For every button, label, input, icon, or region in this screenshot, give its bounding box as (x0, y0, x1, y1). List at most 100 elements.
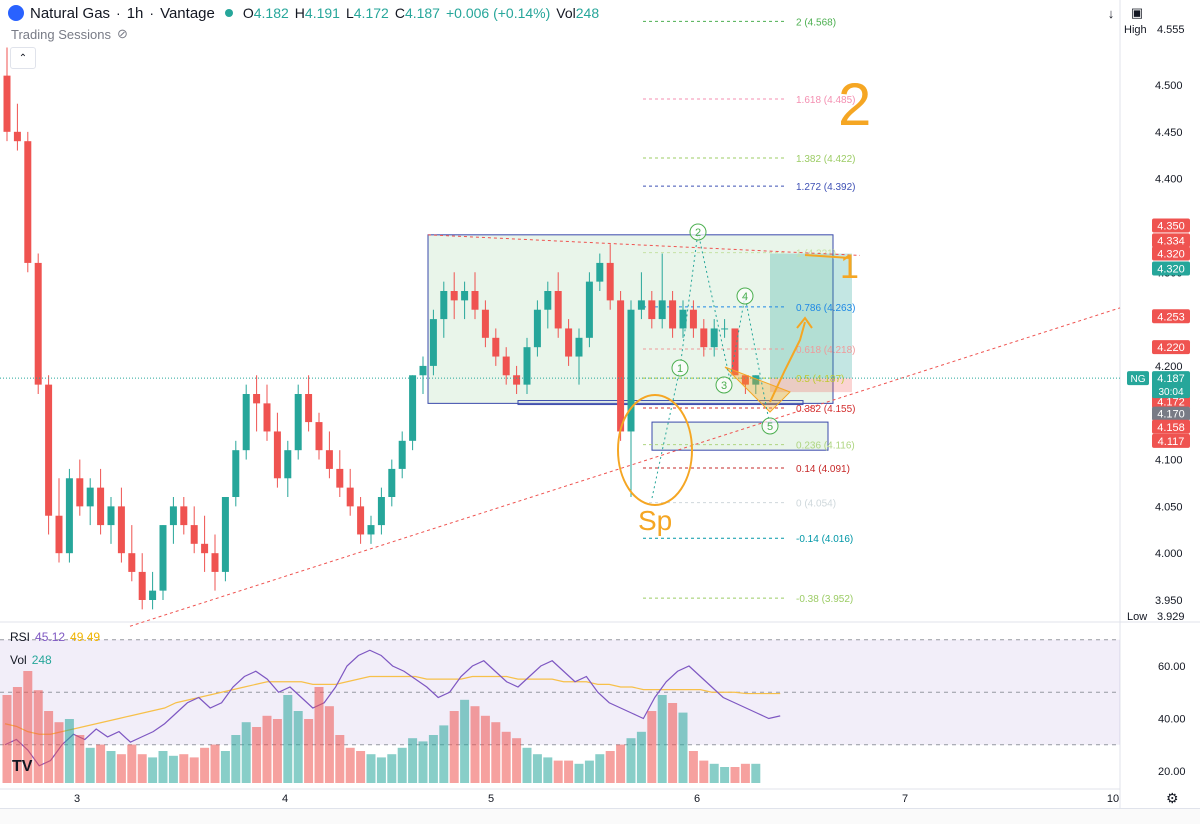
market-status-icon (224, 9, 233, 17)
volume-bar (595, 754, 605, 783)
time-tick-label: 4 (282, 793, 288, 805)
candle-body (284, 450, 292, 479)
support-box (517, 400, 804, 406)
symbol-icon (8, 5, 24, 21)
tradingview-logo[interactable]: TV (12, 758, 33, 775)
fib-level-label: 0.618 (4.218) (796, 345, 856, 356)
settings-gear-icon[interactable]: ⚙ (1166, 790, 1179, 806)
candle-body (481, 309, 489, 338)
volume-bar (387, 754, 397, 783)
interval-label[interactable]: 1h (126, 4, 144, 22)
candle-body (637, 300, 645, 310)
candle-body (533, 309, 541, 348)
collapse-chevron-icon[interactable]: ⌃ (10, 47, 36, 69)
price-tick-label: 4.400 (1155, 174, 1183, 186)
wave-label: 4 (742, 291, 748, 303)
volume-bar (460, 699, 470, 783)
candle-body (544, 291, 552, 310)
candle-body (65, 478, 73, 554)
elliott-wave-path (651, 231, 771, 499)
volume-bar (23, 671, 33, 783)
sp-ellipse (617, 394, 693, 506)
symbol-name[interactable]: Natural Gas (30, 4, 111, 22)
candle-body (752, 375, 760, 385)
eye-off-icon[interactable]: ⊘ (116, 26, 128, 41)
rsi-tick-label: 60.00 (1158, 661, 1186, 673)
candle-body (409, 375, 417, 441)
candle-body (554, 291, 562, 329)
candle-body (658, 300, 666, 320)
candle-body (450, 291, 458, 301)
price-tag-label: 4.172 (1157, 396, 1185, 408)
price-tick-label: 4.000 (1155, 548, 1183, 560)
volume-bar (75, 735, 85, 783)
candle-body (669, 300, 677, 329)
candle-body (325, 450, 333, 469)
volume-bar (584, 760, 594, 783)
trading-sessions-indicator[interactable]: Trading Sessions ⊘ (11, 26, 128, 42)
volume-bar (408, 738, 418, 783)
rsi-tick-label: 20.00 (1158, 766, 1186, 778)
wave-2-annotation: 2 (838, 71, 871, 138)
candle-body (679, 309, 687, 329)
candle-body (169, 506, 177, 526)
fib-level-label: -0.38 (3.952) (796, 594, 853, 605)
volume-legend: Vol 248 (10, 653, 52, 667)
candle-body (721, 328, 729, 330)
candle-body (461, 291, 469, 301)
price-tag (1152, 433, 1190, 448)
volume-bar (709, 763, 719, 783)
price-tag-label: 4.253 (1157, 311, 1185, 323)
rsi-value: 45.12 (35, 630, 66, 644)
volume-bar (231, 735, 241, 783)
target-mark (804, 254, 851, 259)
volume-bar (636, 731, 646, 783)
fib-level-label: 1.618 (4.485) (796, 95, 856, 106)
price-tag-label: 4.334 (1157, 235, 1185, 247)
fullscreen-icon[interactable]: ▣ (1130, 5, 1144, 20)
current-symbol-tag (1127, 371, 1149, 386)
fib-level-label: 1 (4.321) (796, 249, 836, 260)
volume-bar (314, 687, 324, 783)
fib-level-label: 0 (4.054) (796, 499, 836, 510)
price-tick-label: 3.950 (1155, 595, 1183, 607)
candle-body (138, 571, 146, 600)
volume-bar (283, 695, 293, 783)
low-value: 3.929 (1157, 611, 1185, 623)
arrow-down-icon[interactable]: ↓ (1107, 5, 1115, 21)
candle-body (190, 525, 198, 544)
rsi-legend: RSI 45.12 49.49 (10, 630, 100, 644)
fib-level-label: -0.14 (4.016) (796, 534, 853, 545)
wave-label-circle (761, 417, 779, 435)
candle-body (201, 543, 209, 554)
demand-box (651, 421, 829, 451)
volume-bar (158, 751, 168, 783)
price-tick-label: 4.450 (1155, 127, 1183, 139)
volume-bar (626, 738, 636, 783)
volume-bar (12, 687, 22, 783)
fib-level-label: 1.382 (4.422) (796, 154, 856, 165)
candle-body (97, 487, 105, 526)
candle-body (211, 553, 219, 572)
trading-sessions-label: Trading Sessions (11, 26, 111, 42)
rising-trendline (129, 307, 1121, 627)
volume-bar (699, 760, 709, 783)
volume-bar (512, 738, 522, 783)
candle-body (24, 141, 32, 263)
high-label: High (1124, 24, 1147, 36)
volume-bar (293, 711, 303, 783)
candle-body (128, 553, 136, 572)
fib-level-label: 0.5 (4.187) (796, 374, 844, 385)
volume-bar (304, 719, 314, 783)
candle-body (13, 131, 21, 142)
time-tick-label: 3 (74, 793, 80, 805)
price-tag (1152, 233, 1190, 248)
price-tag (1152, 218, 1190, 233)
volume-bar (33, 690, 43, 783)
rsi-ma-value: 49.49 (70, 630, 101, 644)
volume-bar (2, 695, 12, 783)
price-tick-label: 4.500 (1155, 80, 1183, 92)
rsi-tick-label: 40.00 (1158, 714, 1186, 726)
candle-body (565, 328, 573, 357)
